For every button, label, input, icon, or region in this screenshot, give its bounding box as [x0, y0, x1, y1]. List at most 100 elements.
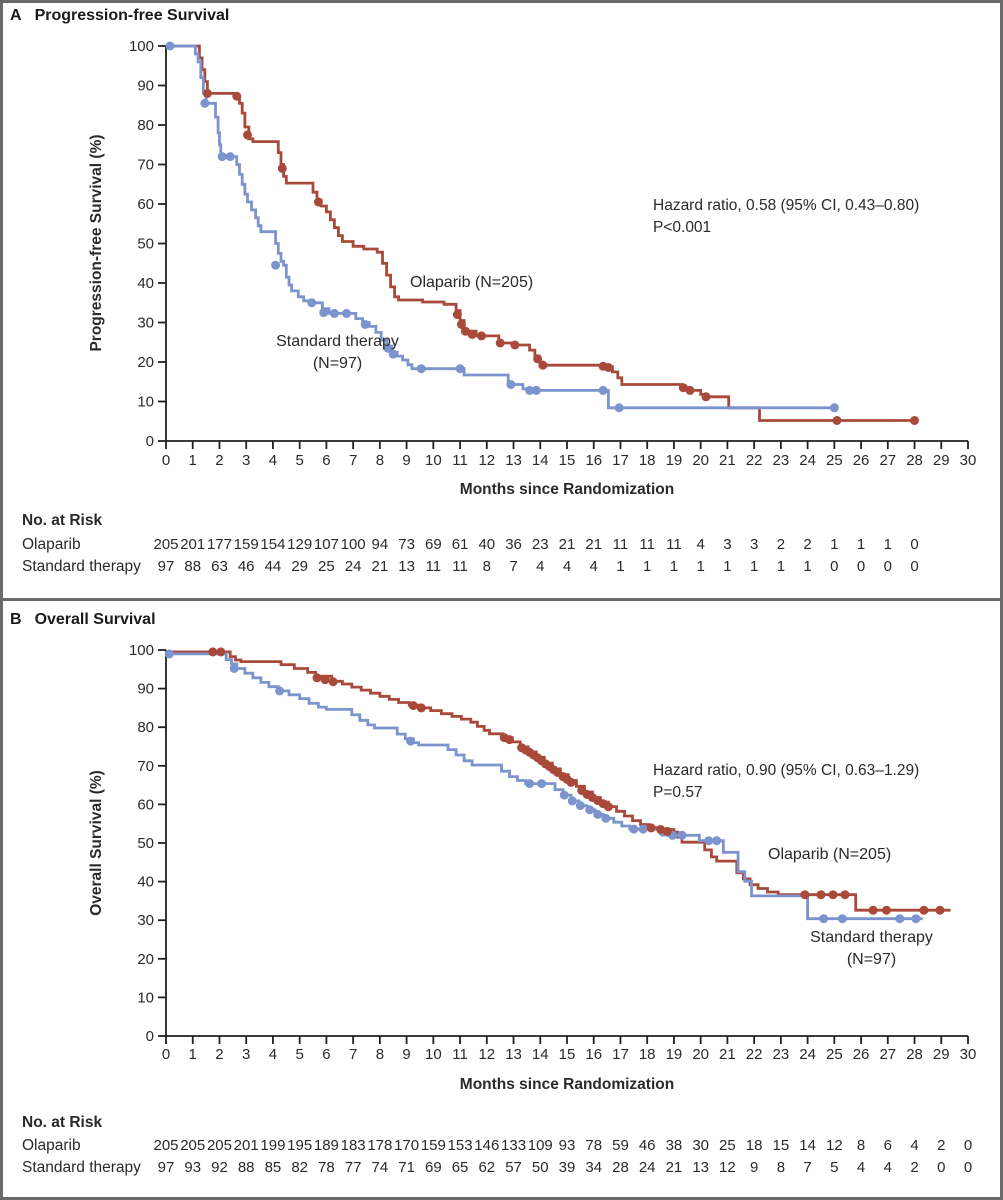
- risk-value: 21: [371, 558, 389, 575]
- svg-text:70: 70: [137, 157, 154, 174]
- risk-value: 0: [856, 558, 866, 575]
- censor-markers: [208, 647, 945, 915]
- svg-text:0: 0: [162, 452, 170, 469]
- svg-text:27: 27: [879, 1046, 896, 1063]
- svg-text:17: 17: [612, 452, 629, 469]
- censor-markers: [202, 88, 919, 425]
- risk-value: 2: [776, 536, 786, 553]
- svg-text:21: 21: [719, 1046, 736, 1063]
- risk-value: 24: [638, 1159, 656, 1176]
- risk-value: 69: [424, 1159, 442, 1176]
- svg-text:20: 20: [692, 1046, 709, 1063]
- risk-value: 4: [696, 536, 705, 553]
- risk-value: 23: [531, 536, 549, 553]
- risk-value: 159: [420, 1137, 446, 1154]
- risk-value: 38: [665, 1137, 683, 1154]
- svg-text:15: 15: [559, 1046, 576, 1063]
- risk-value: 69: [424, 536, 442, 553]
- panel-a-standard-label-line2: (N=97): [312, 355, 363, 372]
- censor-markers: [164, 649, 921, 924]
- svg-text:4: 4: [269, 452, 277, 469]
- risk-value: 0: [830, 558, 839, 575]
- risk-value: 85: [264, 1159, 282, 1176]
- risk-value: 154: [260, 536, 286, 553]
- panel-b-hazard-annotation: Hazard ratio, 0.90 (95% CI, 0.63–1.29) P…: [653, 760, 919, 804]
- risk-value: 4: [589, 558, 598, 575]
- risk-value: 1: [616, 558, 625, 575]
- svg-text:9: 9: [402, 1046, 410, 1063]
- svg-text:80: 80: [137, 117, 154, 134]
- svg-text:13: 13: [505, 452, 522, 469]
- risk-value: 63: [211, 558, 228, 575]
- risk-value: 11: [612, 536, 629, 553]
- risk-value: 199: [260, 1137, 286, 1154]
- risk-value: 1: [749, 558, 759, 575]
- panel-a-letter: A: [10, 7, 22, 24]
- risk-value: 133: [501, 1137, 527, 1154]
- risk-value: 6: [883, 1137, 892, 1154]
- risk-value: 59: [612, 1137, 629, 1154]
- svg-text:50: 50: [137, 236, 154, 253]
- svg-text:22: 22: [746, 1046, 763, 1063]
- risk-value: 40: [478, 536, 496, 553]
- risk-value: 1: [669, 558, 679, 575]
- risk-value: 1: [696, 558, 705, 575]
- svg-text:14: 14: [532, 452, 549, 469]
- risk-value: 61: [451, 536, 469, 553]
- svg-text:90: 90: [137, 78, 154, 95]
- panel-b-axes: [158, 649, 969, 1044]
- panel-a-title-text: Progression-free Survival: [34, 7, 230, 24]
- panel-b-x-axis-label: Months since Randomization: [459, 1076, 675, 1093]
- risk-value: 1: [643, 558, 652, 575]
- svg-text:2: 2: [215, 1046, 223, 1063]
- svg-text:20: 20: [137, 354, 154, 371]
- panel-b-risk-row2-label: Standard therapy: [22, 1159, 141, 1176]
- risk-value: 21: [585, 536, 603, 553]
- risk-value: 12: [719, 1159, 736, 1176]
- svg-text:10: 10: [137, 394, 154, 411]
- svg-text:5: 5: [295, 1046, 303, 1063]
- risk-value: 92: [211, 1159, 228, 1176]
- svg-text:24: 24: [799, 452, 816, 469]
- panel-a-axes: [158, 45, 969, 449]
- svg-text:80: 80: [137, 719, 154, 736]
- svg-text:13: 13: [505, 1046, 522, 1063]
- svg-text:40: 40: [137, 275, 154, 292]
- svg-text:16: 16: [585, 1046, 602, 1063]
- risk-value: 11: [639, 536, 655, 553]
- panel-b-title: B Overall Survival: [10, 611, 156, 629]
- risk-value: 13: [692, 1159, 709, 1176]
- risk-value: 146: [474, 1137, 500, 1154]
- risk-value: 8: [856, 1137, 866, 1154]
- risk-value: 0: [910, 536, 919, 553]
- panel-b-hazard-line2: P=0.57: [653, 784, 703, 801]
- risk-value: 97: [157, 1159, 175, 1176]
- risk-value: 178: [367, 1137, 393, 1154]
- panel-a-standard-curve-label: Standard therapy (N=97): [250, 331, 425, 375]
- svg-text:28: 28: [906, 452, 923, 469]
- svg-text:0: 0: [146, 433, 154, 450]
- svg-text:0: 0: [162, 1046, 170, 1063]
- risk-value: 73: [398, 536, 415, 553]
- risk-value: 0: [937, 1159, 946, 1176]
- svg-text:17: 17: [612, 1046, 629, 1063]
- risk-value: 15: [772, 1137, 790, 1154]
- risk-value: 1: [830, 536, 839, 553]
- svg-text:100: 100: [129, 642, 154, 659]
- svg-text:10: 10: [425, 452, 442, 469]
- risk-value: 29: [291, 558, 308, 575]
- risk-value: 77: [344, 1159, 362, 1176]
- svg-text:10: 10: [425, 1046, 442, 1063]
- risk-value: 205: [153, 536, 179, 553]
- risk-value: 201: [233, 1137, 259, 1154]
- risk-value: 78: [318, 1159, 335, 1176]
- risk-value: 82: [291, 1159, 308, 1176]
- svg-text:30: 30: [960, 1046, 977, 1063]
- risk-value: 189: [313, 1137, 339, 1154]
- risk-value: 21: [558, 536, 576, 553]
- risk-value: 4: [856, 1159, 866, 1176]
- risk-value: 205: [180, 1137, 206, 1154]
- svg-text:8: 8: [376, 452, 384, 469]
